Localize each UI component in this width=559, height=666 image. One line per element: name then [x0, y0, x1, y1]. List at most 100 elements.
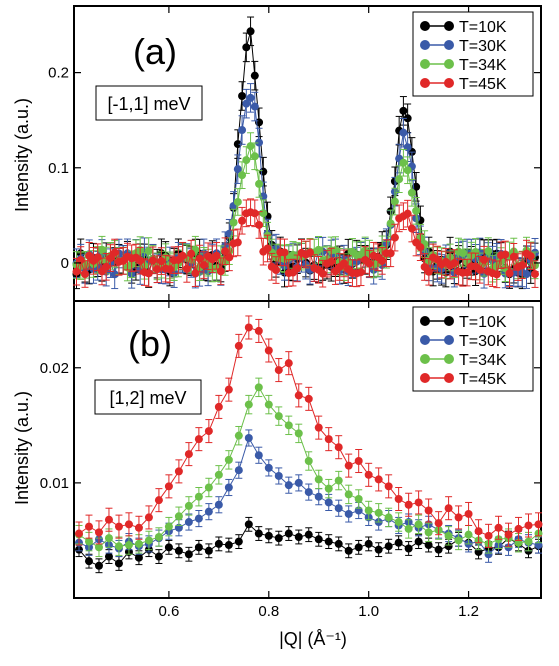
panel-b-data-point	[184, 450, 193, 459]
panel-b-data-point	[524, 521, 533, 530]
panel-b-data-point	[354, 543, 363, 552]
panel-a-data-point	[480, 255, 489, 264]
x-tick-label: 0.8	[258, 603, 279, 620]
panel-a-data-point	[463, 268, 472, 277]
panel-b-data-point	[374, 545, 383, 554]
panel-b-data-point	[294, 478, 303, 487]
panel-b-data-point	[114, 542, 123, 551]
panel-b-data-point	[294, 391, 303, 400]
panel-b-data-point	[484, 531, 493, 540]
panel-b-data-point	[304, 457, 313, 466]
panel-b-data-point	[494, 523, 503, 532]
panel-a-annotation: [-1,1] meV	[107, 94, 190, 114]
panel-a-data-point	[412, 206, 421, 215]
panel-b-data-point	[454, 513, 463, 522]
panel-b-data-point	[174, 467, 183, 476]
panel-b-data-point	[284, 359, 293, 368]
panel-b-data-point	[404, 500, 413, 509]
panel-b-data-point	[184, 550, 193, 559]
panel-a-data-point	[110, 270, 119, 279]
panel-b-legend-marker	[444, 316, 454, 326]
panel-a-data-point	[365, 259, 374, 268]
panel-a-series-T=45K	[72, 198, 540, 289]
panel-b-legend-marker	[420, 373, 430, 383]
panel-b-data-point	[344, 490, 353, 499]
panel-b-data-point	[454, 536, 463, 545]
panel-b-annotation: [1,2] meV	[109, 388, 186, 408]
panel-b-data-point	[194, 514, 203, 523]
panel-a-data-point	[238, 171, 247, 180]
panel-b-data-point	[254, 326, 263, 335]
panel-b-data-point	[154, 496, 163, 505]
panel-a-y-tick-label: 0	[61, 255, 69, 272]
panel-a-legend-marker	[444, 40, 454, 50]
legends-layer: T=10K T=30K T=34K T=45K T=10K T=30K T=34K T=45K	[412, 11, 534, 392]
panel-b-data-point	[274, 534, 283, 543]
panel-a-data-point	[518, 261, 527, 270]
panel-b-data-point	[424, 528, 433, 537]
panel-a-data-point	[242, 99, 251, 108]
panel-b-data-point	[424, 506, 433, 515]
panel-a-data-point	[153, 265, 162, 274]
panel-b-data-point	[134, 539, 143, 548]
panel-b-legend-marker	[444, 354, 454, 364]
panel-a-y-tick-label: 0.2	[48, 65, 69, 82]
panel-b-data-point	[224, 483, 233, 492]
panel-a-data-point	[505, 269, 514, 278]
panel-b-legend-marker	[420, 335, 430, 345]
panel-b-data-point	[304, 530, 313, 539]
panel-a-data-point	[80, 269, 89, 278]
panel-a-data-point	[314, 245, 323, 254]
panel-a-data-point	[386, 219, 395, 228]
panel-a-data-point	[531, 270, 540, 279]
panel-b-data-point	[364, 470, 373, 479]
panel-b-data-point	[94, 543, 103, 552]
panel-b-data-point	[74, 529, 83, 538]
panel-a-legend-marker	[420, 78, 430, 88]
panel-b-frame	[73, 300, 542, 599]
panel-a-data-point	[233, 165, 242, 174]
panel-b-data-point	[524, 537, 533, 546]
panel-a-data-point	[403, 209, 412, 218]
panel-b-data-point	[84, 522, 93, 531]
panel-b-data-point	[534, 520, 543, 529]
panel-a-data-point	[255, 220, 264, 229]
panel-b-data-point	[354, 457, 363, 466]
panel-b-data-point	[244, 520, 253, 529]
panel-b-legend-label: T=34K	[459, 352, 507, 369]
panel-b-data-point	[474, 527, 483, 536]
panel-a-data-point	[403, 114, 412, 123]
panel-b-data-point	[264, 531, 273, 540]
panel-a-data-point	[238, 216, 247, 225]
panel-b-data-point	[184, 518, 193, 527]
panel-b-data-point	[254, 383, 263, 392]
panel-b-data-point	[314, 535, 323, 544]
panel-b-data-point	[244, 400, 253, 409]
panel-b-ylabel: Intensity (a.u.)	[12, 391, 32, 505]
panel-b-data-point	[284, 481, 293, 490]
panel-b-data-point	[104, 534, 113, 543]
panel-a-data-point	[238, 126, 247, 135]
panel-b-data-point	[204, 546, 213, 555]
panel-b-data-point	[134, 523, 143, 532]
panel-b-data-point	[264, 463, 273, 472]
panel-b-y-tick-label: 0.01	[40, 475, 69, 492]
panel-b-data-point	[414, 520, 423, 529]
panel-a-data-point	[522, 270, 531, 279]
panel-b-data-point	[274, 471, 283, 480]
panel-b-data-point	[214, 539, 223, 548]
panel-b-data-point	[194, 435, 203, 444]
panel-b-legend-marker	[444, 373, 454, 383]
panel-a-data-point	[424, 267, 433, 276]
panel-b-data-point	[224, 455, 233, 464]
panel-a-data-point	[233, 197, 242, 206]
panel-a-legend-marker	[420, 40, 430, 50]
panel-b-data-point	[344, 461, 353, 470]
panel-a-data-point	[102, 262, 111, 271]
panel-b-data-point	[144, 536, 153, 545]
panel-a-data-point	[72, 267, 81, 276]
panel-a-data-point	[255, 179, 264, 188]
panel-b-series-T=45K	[74, 315, 543, 548]
panel-b-data-point	[504, 530, 513, 539]
panel-b-data-point	[414, 537, 423, 546]
